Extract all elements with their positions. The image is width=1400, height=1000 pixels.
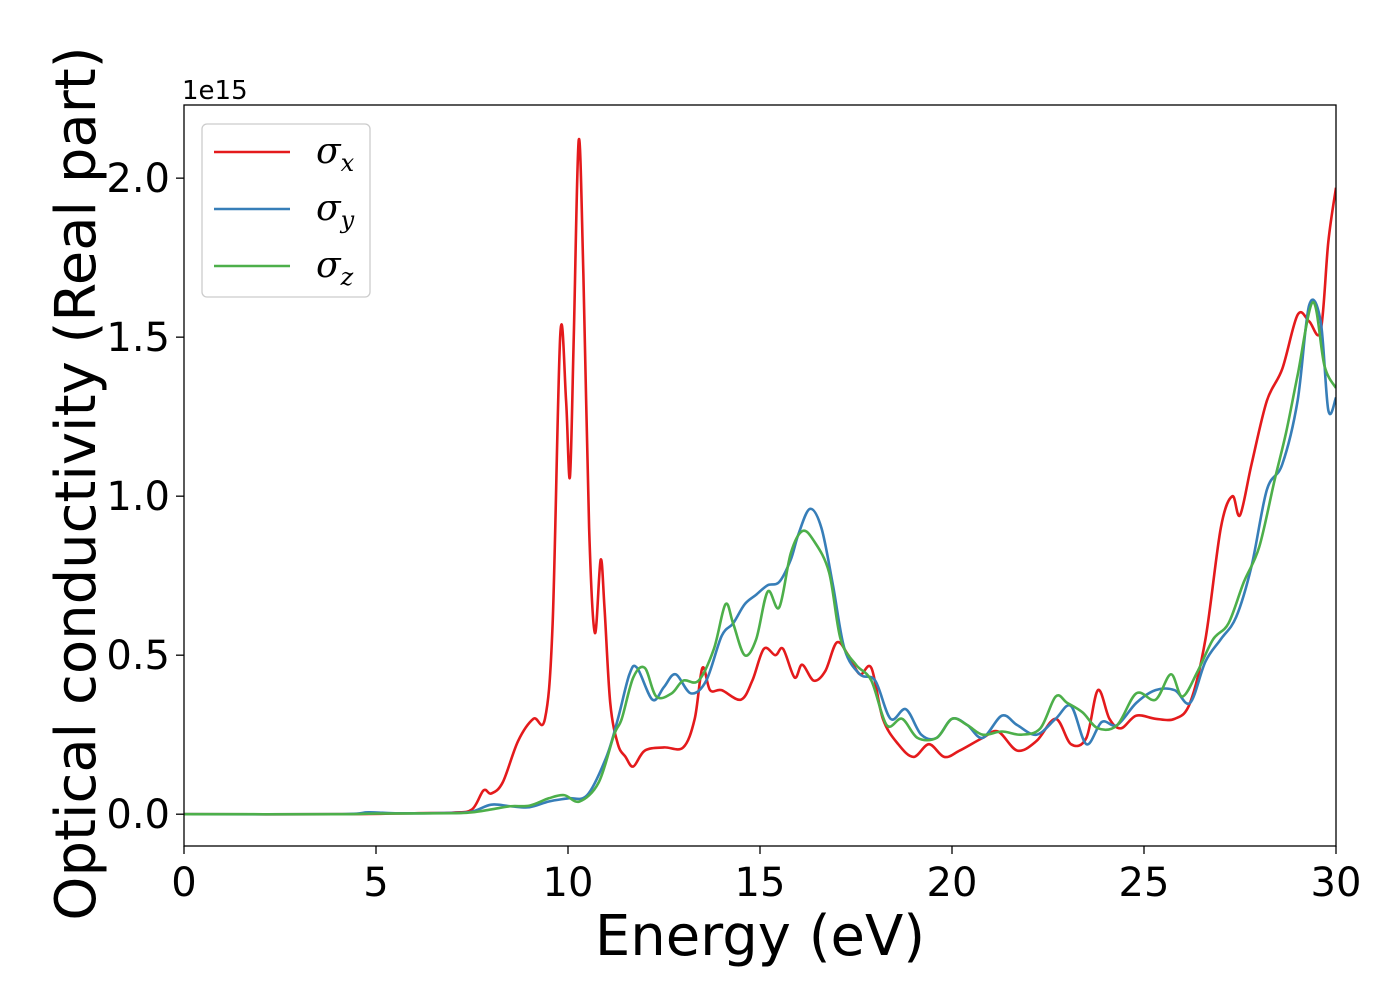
legend-symbol: σ: [316, 188, 342, 229]
y-tick-label: 1.0: [106, 474, 170, 520]
legend-box: [201, 123, 371, 298]
legend-subscript: z: [340, 263, 354, 291]
y-tick-label: 2.0: [106, 156, 170, 202]
series-line-x: [184, 137, 1336, 816]
legend-subscript: y: [340, 206, 355, 234]
legend-label-y: σy: [316, 188, 355, 234]
legend-symbol: σ: [316, 131, 342, 172]
y-tick-label: 0.0: [106, 792, 170, 838]
plot-lines: [184, 137, 1336, 816]
y-axis-title: Optical conductivity (Real part): [44, 46, 109, 920]
x-tick-label: 10: [543, 860, 594, 906]
y-tick-label: 0.5: [106, 633, 170, 679]
x-tick-label: 0: [171, 860, 196, 906]
x-axis-title: Energy (eV): [595, 904, 925, 969]
x-tick-label: 25: [1119, 860, 1170, 906]
x-tick-label: 15: [735, 860, 786, 906]
series-line-z: [184, 300, 1336, 816]
legend-subscript: x: [341, 149, 355, 177]
y-offset-label: 1e15: [182, 76, 248, 106]
x-tick-label: 30: [1311, 860, 1362, 906]
legend-symbol: σ: [316, 245, 342, 286]
x-axis: 0 5 10 15 20 25 30: [171, 846, 1361, 906]
series-line-y: [184, 298, 1336, 816]
x-tick-label: 5: [363, 860, 388, 906]
x-tick-label: 20: [927, 860, 978, 906]
y-tick-label: 1.5: [106, 315, 170, 361]
y-axis: 0.0 0.5 1.0 1.5 2.0: [106, 156, 184, 838]
legend-label-z: σz: [316, 245, 354, 291]
legend-label-x: σx: [316, 131, 355, 177]
